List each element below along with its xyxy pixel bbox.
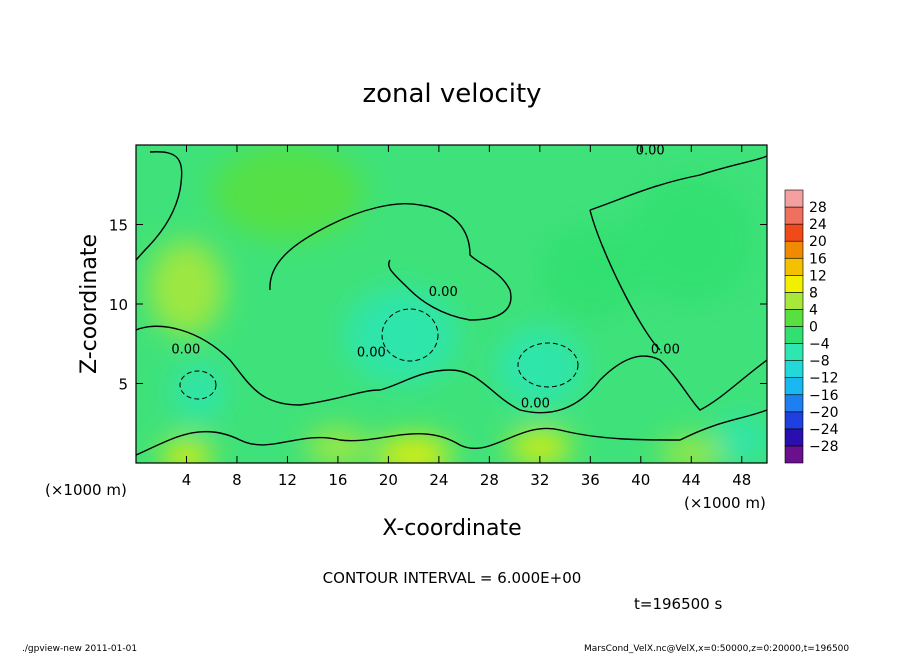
contour-surface — [136, 409, 767, 456]
colorbar-label-4: −12 — [809, 371, 839, 387]
colorbar-swatch-14 — [784, 206, 804, 225]
colorbar-label-6: −4 — [809, 337, 830, 353]
field-blob-1 — [495, 327, 585, 408]
field-blob-2 — [173, 362, 225, 421]
field-blobs — [148, 145, 767, 463]
contour-label-1: 0.00 — [357, 345, 386, 360]
colorbar-label-10: 12 — [809, 268, 827, 284]
colorbar-label-1: −24 — [809, 422, 839, 438]
plot-area: 0.00 0.00 0.00 0.00 0.00 0.00 — [136, 144, 767, 463]
x-tick-label-2: 12 — [278, 471, 297, 489]
colorbar-label-3: −16 — [809, 388, 839, 404]
colorbar-label-9: 8 — [809, 285, 818, 301]
colorbar-swatch-1 — [784, 428, 804, 447]
x-unit-label: (×1000 m) — [45, 481, 127, 499]
colorbar-label-2: −20 — [809, 405, 839, 421]
colorbar-swatch-3 — [784, 394, 804, 413]
contour-label-3: 0.00 — [521, 396, 550, 411]
contour-interval-text: CONTOUR INTERVAL = 6.000E+00 — [323, 569, 582, 587]
colorbar-swatch-9 — [784, 292, 804, 310]
field-blob-7 — [375, 435, 452, 463]
x-tick-label-1: 8 — [232, 471, 242, 489]
colorbar-label-14: 28 — [809, 200, 827, 216]
colorbar-swatch-5 — [784, 360, 804, 378]
y-tick-label-0: 5 — [118, 376, 128, 394]
y-tick-label-2: 15 — [109, 217, 128, 235]
contour-zero-right — [589, 155, 767, 211]
colorbar-label-11: 16 — [809, 251, 827, 267]
colorbar-label-13: 24 — [809, 217, 827, 233]
field-blob-3 — [628, 176, 755, 304]
colorbar-swatch-13 — [784, 223, 804, 242]
colorbar-swatch-7 — [784, 326, 804, 344]
x-tick-label-5: 24 — [429, 471, 448, 489]
x-tick-label-3: 16 — [328, 471, 347, 489]
colorbar-label-8: 4 — [809, 302, 818, 318]
y-axis-label: Z-coordinate — [77, 234, 102, 374]
colorbar-label-0: −28 — [809, 439, 839, 455]
y-axis: 5 10 15 — [109, 217, 767, 394]
field-blob-4 — [539, 224, 641, 320]
y-tick-label-1: 10 — [109, 296, 128, 314]
x-tick-label-0: 4 — [182, 471, 192, 489]
colorbar-swatch-10 — [784, 275, 804, 293]
contour-upper-boundary — [589, 209, 661, 351]
field-blob-12 — [211, 145, 364, 241]
contour-neg-center — [381, 308, 439, 362]
footer-right: MarsCond_VelX.nc@VelX,x=0:50000,z=0:2000… — [584, 644, 849, 654]
colorbar-label-12: 20 — [809, 234, 827, 250]
colorbar-swatch-6 — [784, 343, 804, 361]
x-tick-label-4: 20 — [379, 471, 398, 489]
colorbar-swatch-2 — [784, 411, 804, 430]
contour-neg-left — [179, 370, 217, 400]
negative-contours — [179, 308, 579, 400]
contour-labels: 0.00 0.00 0.00 0.00 0.00 0.00 — [171, 144, 680, 411]
x-tick-label-9: 40 — [631, 471, 650, 489]
field-blob-10 — [306, 428, 370, 463]
contour-label-0: 0.00 — [171, 342, 200, 357]
field-blob-9 — [508, 431, 572, 463]
field-blob-8 — [161, 440, 212, 463]
contour-zero-central — [269, 203, 512, 321]
colorbar-swatch-12 — [784, 240, 804, 259]
colorbar-label-5: −8 — [809, 354, 830, 370]
colorbar-label-7: 0 — [809, 320, 818, 336]
contour-label-4: 0.00 — [651, 342, 680, 357]
x-tick-label-7: 32 — [530, 471, 549, 489]
contour-zero-upper — [136, 151, 183, 261]
contour-label-2: 0.00 — [429, 285, 458, 300]
x-axis: 4 8 12 16 20 24 28 32 36 40 44 48 — [182, 145, 751, 489]
time-text: t=196500 s — [634, 595, 722, 613]
x-tick-label-11: 48 — [732, 471, 751, 489]
colorbar-swatch-15 — [784, 189, 804, 208]
contour-lines — [136, 151, 767, 456]
field-blob-6 — [148, 240, 225, 336]
colorbar-swatch-11 — [784, 257, 804, 276]
x-tick-label-10: 44 — [682, 471, 701, 489]
field-blob-11 — [659, 437, 723, 463]
contour-label-5: 0.00 — [636, 144, 665, 159]
footer-left: ./gpview-new 2011-01-01 — [22, 644, 137, 654]
chart-title: zonal velocity — [362, 79, 541, 109]
colorbar-swatch-8 — [784, 309, 804, 327]
contour-zero-lower — [136, 325, 767, 414]
contour-neg-right — [517, 342, 579, 388]
x-axis-label: X-coordinate — [382, 516, 521, 541]
x-tick-label-6: 28 — [480, 471, 499, 489]
colorbar-swatch-4 — [784, 377, 804, 396]
field-blob-0 — [344, 288, 458, 384]
y-unit-label: (×1000 m) — [684, 494, 766, 512]
x-tick-label-8: 36 — [581, 471, 600, 489]
colorbar-swatch-0 — [784, 445, 804, 464]
field-blob-5 — [716, 415, 767, 463]
